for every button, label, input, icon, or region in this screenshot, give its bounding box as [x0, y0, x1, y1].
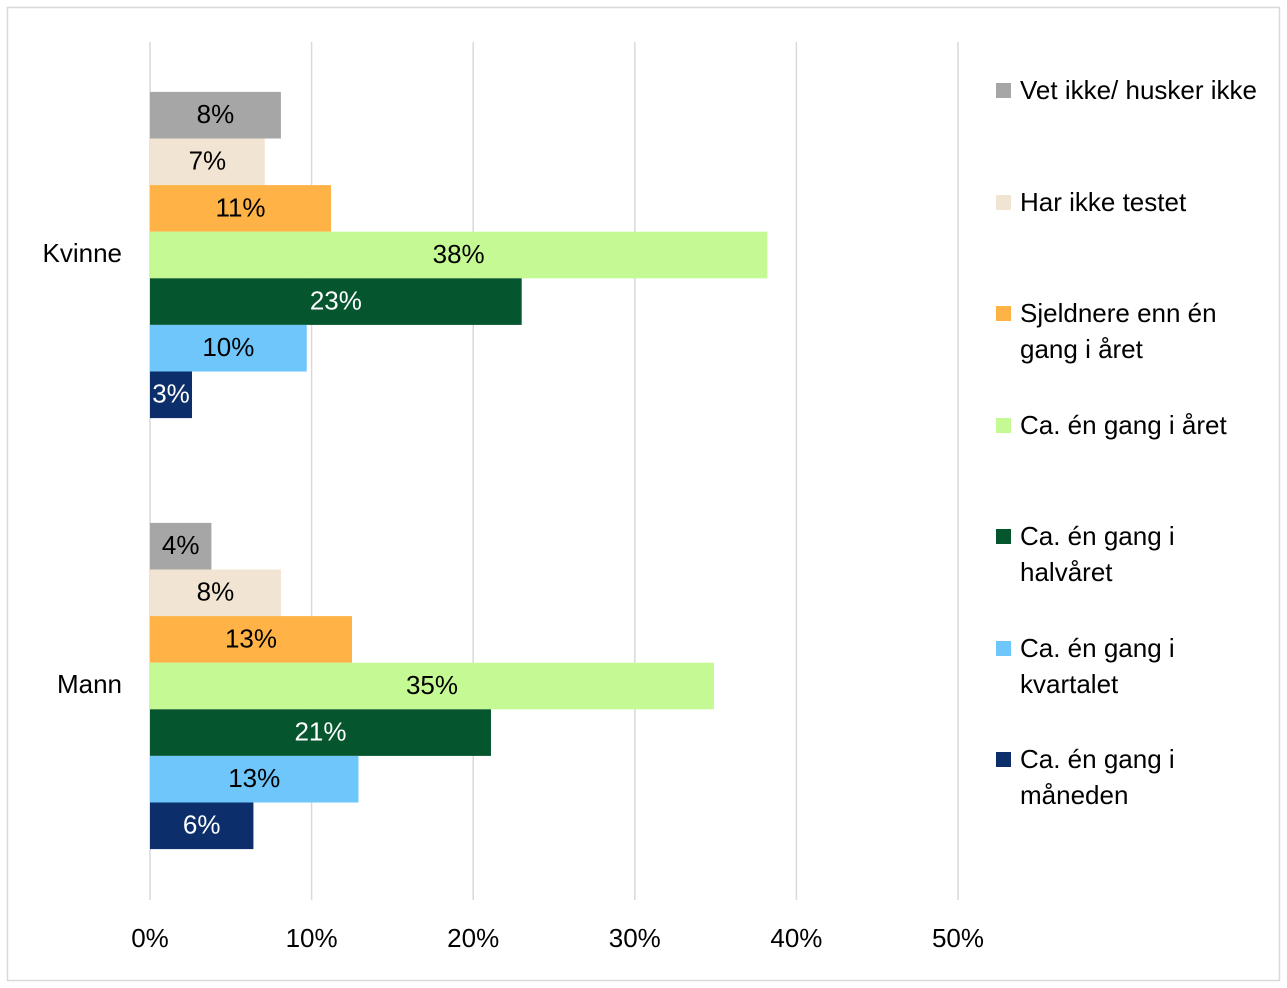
- legend-swatch: [996, 752, 1011, 767]
- bar: [150, 662, 714, 710]
- bar: [150, 371, 193, 419]
- x-tick-label: 0%: [131, 923, 169, 953]
- data-label: 13%: [225, 623, 277, 653]
- data-label: 6%: [183, 810, 221, 840]
- legend-swatch: [996, 529, 1011, 544]
- bar: [150, 138, 265, 186]
- legend-label: Ca. én gang i året: [1020, 409, 1227, 440]
- bar: [150, 91, 281, 139]
- legend-item: Har ikke testet: [996, 184, 1266, 220]
- bar: [150, 231, 768, 279]
- legend-swatch: [996, 417, 1011, 433]
- x-tick-label: 10%: [286, 923, 338, 953]
- data-label: 23%: [310, 285, 362, 315]
- legend-item: Vet ikke/ husker ikke: [996, 72, 1266, 108]
- data-label: 3%: [152, 379, 190, 409]
- data-label: 8%: [197, 577, 235, 607]
- bar: [150, 802, 254, 850]
- legend-label: Vet ikke/ husker ikke: [1020, 75, 1257, 105]
- data-label: 21%: [294, 716, 346, 746]
- bar: [150, 755, 359, 803]
- x-tick-label: 20%: [447, 923, 499, 953]
- legend-item: Sjeldnere enn én gang i året: [996, 295, 1266, 367]
- legend-label: Ca. én gang i måneden: [1020, 744, 1175, 810]
- bar: [150, 278, 522, 325]
- bar: [150, 616, 352, 663]
- x-tick-label: 30%: [609, 923, 661, 953]
- bar: [150, 709, 491, 756]
- legend-label: Sjeldnere enn én gang i året: [1020, 298, 1217, 364]
- legend-swatch: [996, 306, 1011, 321]
- legend-item: Ca. én gang i året: [996, 407, 1266, 443]
- data-label: 11%: [215, 192, 265, 222]
- x-tick-label: 40%: [770, 923, 822, 953]
- legend-label: Ca. én gang i kvartalet: [1020, 632, 1175, 699]
- bar: [150, 569, 281, 617]
- legend-item: Ca. én gang i måneden: [996, 741, 1266, 813]
- y-tick-label: Mann: [57, 669, 122, 699]
- data-label: 38%: [433, 239, 485, 269]
- data-label: 10%: [202, 332, 254, 362]
- data-label: 8%: [197, 99, 235, 129]
- legend-label: Ca. én gang i halvåret: [1020, 521, 1175, 587]
- bar: [150, 324, 307, 372]
- legend-label: Har ikke testet: [1020, 186, 1187, 217]
- y-tick-label: Kvinne: [43, 238, 123, 268]
- data-label: 7%: [189, 146, 227, 176]
- legend-swatch: [996, 83, 1011, 98]
- data-label: 13%: [228, 763, 280, 793]
- legend-item: Ca. én gang i halvåret: [996, 518, 1266, 590]
- legend-swatch: [996, 194, 1011, 210]
- data-label: 4%: [162, 530, 200, 560]
- x-tick-label: 50%: [932, 923, 984, 953]
- legend-swatch: [996, 640, 1011, 656]
- bar: [150, 185, 331, 232]
- legend-item: Ca. én gang i kvartalet: [996, 630, 1266, 702]
- bar: [150, 522, 212, 570]
- data-label: 35%: [406, 670, 458, 700]
